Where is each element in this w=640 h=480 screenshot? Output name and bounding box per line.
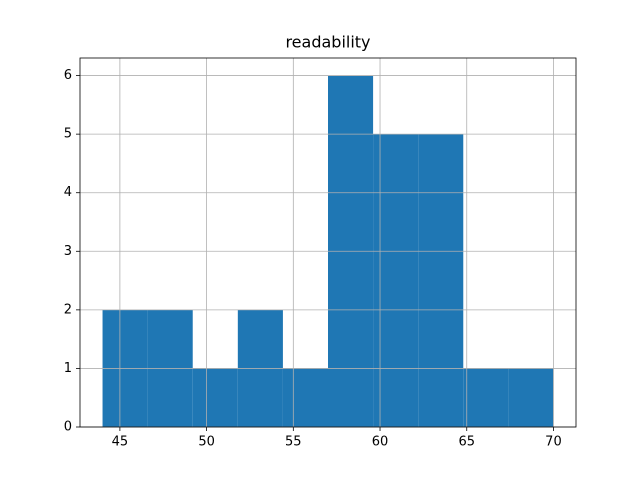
x-tick-label: 60 bbox=[372, 435, 389, 450]
x-tick-label: 45 bbox=[112, 435, 129, 450]
x-tick-label: 65 bbox=[458, 435, 475, 450]
x-tick-label: 70 bbox=[545, 435, 562, 450]
y-tick-label: 6 bbox=[64, 68, 72, 83]
bar bbox=[282, 368, 328, 427]
bar bbox=[373, 134, 419, 427]
x-tick-label: 55 bbox=[285, 435, 302, 450]
y-tick-label: 4 bbox=[64, 185, 72, 200]
y-tick-label: 2 bbox=[64, 302, 72, 317]
x-tick-label: 50 bbox=[198, 435, 215, 450]
plot-frame bbox=[79, 57, 577, 428]
bar bbox=[192, 368, 238, 427]
bar bbox=[418, 134, 464, 427]
y-tick-label: 1 bbox=[64, 361, 72, 376]
bar bbox=[463, 368, 509, 427]
y-tick-label: 0 bbox=[64, 420, 72, 435]
chart-title: readability bbox=[285, 33, 370, 52]
bar bbox=[508, 368, 554, 427]
y-tick-label: 3 bbox=[64, 244, 72, 259]
y-tick-label: 5 bbox=[64, 127, 72, 142]
